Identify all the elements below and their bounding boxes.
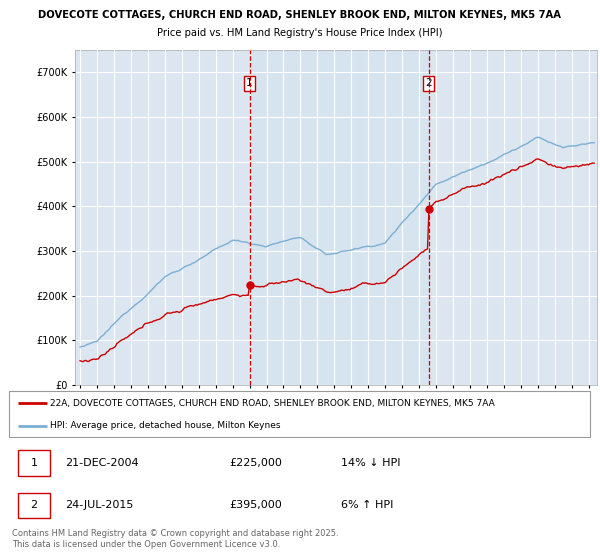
- Text: 1: 1: [31, 458, 37, 468]
- Text: Contains HM Land Registry data © Crown copyright and database right 2025.
This d: Contains HM Land Registry data © Crown c…: [12, 530, 338, 549]
- Text: £395,000: £395,000: [229, 501, 282, 510]
- Text: HPI: Average price, detached house, Milton Keynes: HPI: Average price, detached house, Milt…: [50, 422, 281, 431]
- Text: DOVECOTE COTTAGES, CHURCH END ROAD, SHENLEY BROOK END, MILTON KEYNES, MK5 7AA: DOVECOTE COTTAGES, CHURCH END ROAD, SHEN…: [38, 10, 562, 20]
- Text: 2: 2: [425, 78, 432, 88]
- Bar: [250, 50, 428, 385]
- FancyBboxPatch shape: [18, 493, 50, 518]
- FancyBboxPatch shape: [18, 450, 50, 476]
- FancyBboxPatch shape: [9, 391, 590, 437]
- Text: 21-DEC-2004: 21-DEC-2004: [65, 458, 139, 468]
- Text: £225,000: £225,000: [229, 458, 283, 468]
- Text: 24-JUL-2015: 24-JUL-2015: [65, 501, 133, 510]
- Text: 1: 1: [246, 78, 253, 88]
- Text: 22A, DOVECOTE COTTAGES, CHURCH END ROAD, SHENLEY BROOK END, MILTON KEYNES, MK5 7: 22A, DOVECOTE COTTAGES, CHURCH END ROAD,…: [50, 399, 495, 408]
- Text: 6% ↑ HPI: 6% ↑ HPI: [341, 501, 394, 510]
- Text: 2: 2: [31, 501, 37, 510]
- Text: Price paid vs. HM Land Registry's House Price Index (HPI): Price paid vs. HM Land Registry's House …: [157, 27, 443, 38]
- Text: 14% ↓ HPI: 14% ↓ HPI: [341, 458, 401, 468]
